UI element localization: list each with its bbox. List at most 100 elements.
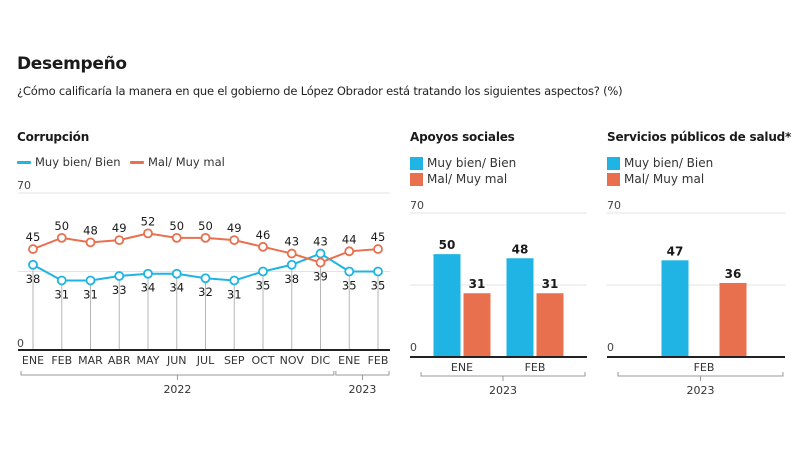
data-label: 31: [227, 287, 242, 301]
data-point-negative: [56, 232, 67, 243]
group-bracket: [335, 371, 390, 376]
group-label: 2022: [163, 383, 191, 396]
apoyos-legend-negative: Mal/ Muy mal: [410, 172, 507, 186]
x-tick-label: JUL: [196, 354, 215, 367]
data-point-negative: [114, 235, 125, 246]
bar-value-label: 47: [667, 244, 684, 258]
bar-positive: [661, 260, 689, 357]
x-tick-label: JUN: [166, 354, 187, 367]
group-bracket: [20, 371, 335, 376]
bar-negative: [463, 293, 491, 357]
apoyos-legend-positive: Muy bien/ Bien: [410, 156, 516, 170]
data-label: 43: [313, 235, 328, 249]
data-label: 35: [342, 279, 357, 293]
page-subtitle: ¿Cómo calificaría la manera en que el go…: [17, 84, 623, 98]
data-point-negative: [171, 232, 182, 243]
data-point-positive: [171, 268, 182, 279]
bar-negative: [719, 282, 747, 357]
x-tick-label: MAY: [137, 354, 160, 367]
legend-box-swatch-positive: [410, 156, 423, 170]
data-label: 32: [198, 285, 213, 299]
x-tick-label: DIC: [311, 354, 331, 367]
data-point-positive: [229, 275, 240, 286]
data-point-positive: [143, 268, 153, 279]
group-label: 2023: [348, 383, 376, 396]
data-label: 45: [371, 230, 386, 244]
data-point-negative: [200, 232, 211, 243]
data-label: 45: [26, 230, 41, 244]
data-label: 35: [371, 279, 386, 293]
data-point-negative: [85, 237, 96, 248]
data-label: 34: [141, 281, 156, 295]
bar-value-label: 50: [439, 238, 456, 252]
data-label: 33: [112, 283, 127, 297]
bar-value-label: 31: [542, 277, 559, 291]
page-title: Desempeño: [17, 54, 127, 74]
corrupcion-legend-positive: Muy bien/ Bien: [17, 155, 121, 169]
data-label: 48: [83, 223, 98, 237]
data-label: 38: [284, 272, 299, 286]
legend-line-swatch-negative: [130, 160, 144, 164]
legend-label: Muy bien/ Bien: [624, 156, 714, 170]
legend-label: Mal/ Muy mal: [148, 155, 225, 169]
legend-label: Mal/ Muy mal: [624, 172, 705, 186]
data-label: 50: [54, 219, 69, 233]
x-tick-label: ENE: [338, 354, 360, 367]
corrupcion-legend-negative: Mal/ Muy mal: [130, 155, 225, 169]
data-point-negative: [28, 244, 38, 254]
data-label: 44: [342, 232, 357, 246]
data-label: 38: [26, 272, 41, 286]
data-point-positive: [373, 266, 383, 277]
y-tick-label: 70: [410, 199, 424, 212]
bar-positive: [506, 258, 534, 357]
x-tick-label: NOV: [280, 354, 305, 367]
data-point-positive: [114, 271, 125, 281]
bar-value-label: 31: [469, 277, 486, 291]
x-tick-label: FEB: [51, 354, 72, 367]
data-label: 35: [256, 279, 271, 293]
group-label: 2023: [489, 384, 517, 397]
bar-positive: [433, 254, 461, 357]
salud-title: Servicios públicos de salud*: [607, 130, 792, 144]
legend-label: Muy bien/ Bien: [427, 156, 517, 170]
data-label: 50: [198, 219, 213, 233]
data-label: 49: [112, 221, 127, 235]
data-point-negative: [315, 257, 326, 268]
legend-label: Muy bien/ Bien: [35, 155, 121, 169]
data-label: 34: [169, 281, 184, 295]
y-tick-label: 70: [17, 179, 31, 192]
data-point-positive: [315, 248, 326, 259]
legend-line-swatch-positive: [17, 160, 31, 164]
salud-legend-negative: Mal/ Muy mal: [607, 172, 704, 186]
legend-box-swatch-positive: [607, 156, 620, 170]
bar-value-label: 36: [725, 267, 742, 281]
x-tick-label: FEB: [368, 354, 389, 367]
salud-legend-positive: Muy bien/ Bien: [607, 156, 713, 170]
y-tick-label: 0: [17, 337, 24, 350]
data-label: 31: [83, 287, 98, 301]
x-tick-label: MAR: [78, 354, 103, 367]
data-point-positive: [344, 266, 355, 277]
data-point-negative: [143, 228, 153, 239]
y-tick-label: 0: [607, 341, 614, 354]
data-point-negative: [344, 246, 355, 257]
data-point-negative: [286, 248, 297, 259]
data-point-positive: [258, 266, 268, 277]
data-point-negative: [373, 244, 383, 254]
legend-label: Mal/ Muy mal: [427, 172, 508, 186]
data-point-negative: [229, 235, 240, 246]
data-label: 50: [169, 219, 184, 233]
data-label: 31: [54, 287, 69, 301]
apoyos-title: Apoyos sociales: [410, 130, 515, 144]
legend-box-swatch-negative: [410, 172, 423, 186]
data-point-positive: [28, 259, 38, 270]
data-label: 52: [141, 214, 156, 228]
data-point-positive: [56, 275, 67, 286]
data-point-negative: [258, 241, 268, 252]
data-label: 43: [284, 235, 299, 249]
data-label: 39: [313, 270, 328, 284]
group-bracket: [420, 372, 586, 377]
bar-negative: [536, 293, 564, 357]
x-tick-label: ENE: [22, 354, 44, 367]
